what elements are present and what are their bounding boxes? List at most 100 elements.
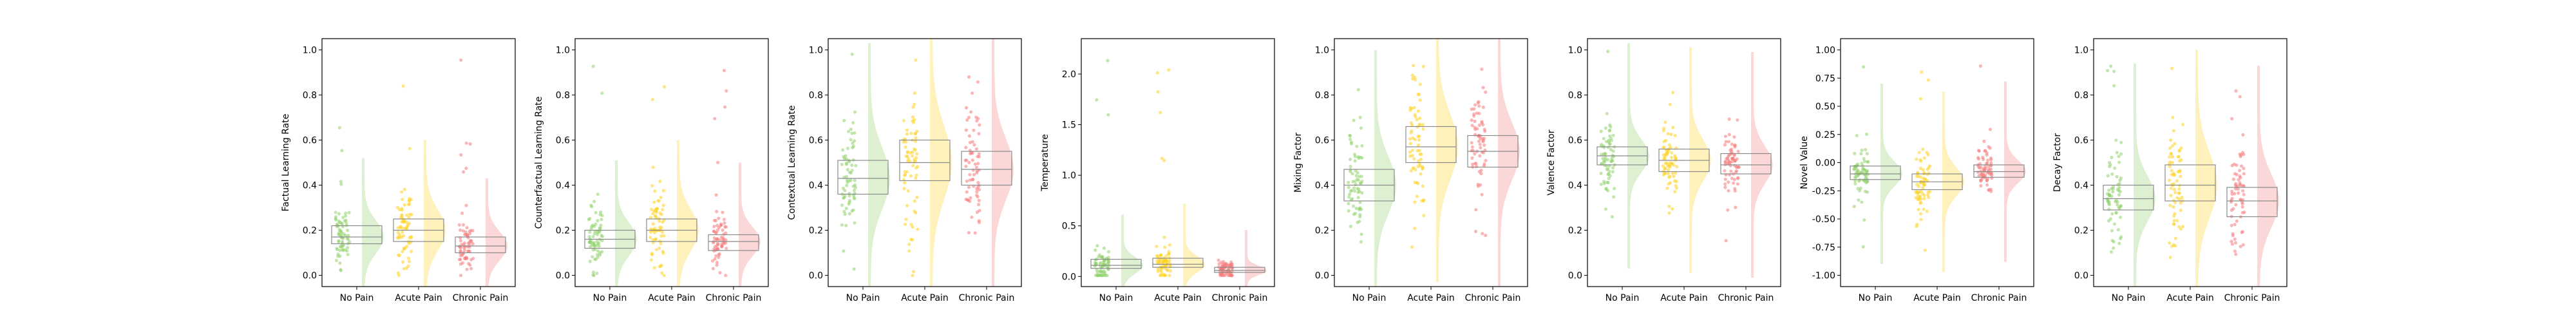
- data-point: [1101, 254, 1104, 258]
- data-point: [460, 211, 464, 215]
- data-point: [722, 68, 726, 73]
- data-point: [1478, 142, 1482, 146]
- data-point: [1673, 133, 1677, 138]
- data-point: [1667, 182, 1671, 186]
- data-point: [2240, 205, 2244, 209]
- box-no-pain: [1850, 166, 1901, 180]
- data-point: [1481, 86, 1485, 90]
- data-point: [1159, 274, 1163, 278]
- y-tick-label: 0.8: [1315, 91, 1329, 101]
- data-point: [1977, 149, 1981, 153]
- data-point: [1094, 261, 1098, 265]
- data-point: [1608, 123, 1612, 127]
- data-point: [1417, 122, 1421, 126]
- data-point: [1357, 187, 1361, 191]
- data-point: [1155, 71, 1159, 75]
- data-point: [1915, 157, 1918, 161]
- data-point: [1915, 174, 1918, 178]
- data-point: [1733, 159, 1737, 163]
- data-point: [844, 162, 848, 166]
- axes-frame: [1081, 38, 1275, 287]
- data-point: [850, 131, 854, 135]
- data-point: [1604, 126, 1607, 130]
- data-point: [1600, 144, 1604, 148]
- data-point: [965, 118, 969, 122]
- data-point: [1985, 151, 1989, 155]
- data-point: [650, 184, 654, 187]
- data-point: [1671, 126, 1675, 129]
- data-point: [591, 64, 595, 68]
- data-point: [975, 190, 979, 194]
- data-point: [1168, 269, 1173, 273]
- data-point: [1989, 128, 1993, 131]
- y-tick-label: 0.4: [303, 181, 317, 191]
- data-point: [1156, 90, 1160, 94]
- data-point: [2169, 194, 2173, 198]
- data-point: [851, 208, 855, 212]
- data-point: [1473, 126, 1477, 129]
- data-point: [1663, 120, 1667, 124]
- data-point: [652, 266, 657, 270]
- data-point: [339, 229, 343, 234]
- data-point: [2179, 158, 2183, 162]
- data-point: [459, 274, 463, 278]
- data-point: [911, 238, 914, 242]
- data-point: [840, 223, 844, 227]
- data-point: [1412, 157, 1416, 161]
- data-point: [2234, 203, 2238, 207]
- data-point: [336, 252, 340, 256]
- data-point: [1927, 195, 1931, 200]
- data-point: [1921, 168, 1925, 172]
- data-point: [1159, 254, 1162, 258]
- data-point: [600, 239, 604, 243]
- data-point: [965, 190, 969, 194]
- data-point: [972, 128, 976, 132]
- data-point: [1421, 166, 1425, 170]
- data-point: [1923, 249, 1927, 252]
- data-point: [596, 252, 600, 257]
- violin-no-pain: [1374, 50, 1396, 287]
- data-point: [1477, 139, 1481, 143]
- data-point: [911, 118, 914, 123]
- data-point: [1923, 183, 1927, 187]
- data-point: [2110, 194, 2114, 198]
- data-point: [1730, 156, 1735, 161]
- data-point: [399, 216, 403, 220]
- data-point: [1411, 136, 1415, 140]
- data-point: [965, 158, 969, 162]
- data-point: [659, 264, 663, 268]
- data-point: [1723, 182, 1727, 186]
- data-point: [1481, 232, 1484, 236]
- data-point: [1481, 123, 1485, 127]
- data-point: [968, 140, 972, 144]
- data-point: [653, 227, 657, 231]
- data-point: [714, 254, 718, 258]
- data-point: [340, 240, 345, 243]
- data-point: [340, 149, 344, 153]
- data-point: [344, 211, 348, 215]
- data-point: [346, 229, 350, 232]
- data-point: [903, 181, 907, 185]
- x-tick-label: Chronic Pain: [1971, 293, 2027, 303]
- data-point: [1920, 192, 1925, 196]
- data-point: [1164, 254, 1168, 258]
- data-point: [462, 170, 466, 174]
- data-point: [1918, 97, 1923, 100]
- data-point: [588, 216, 592, 221]
- data-point: [907, 157, 911, 161]
- box-chronic-pain: [455, 236, 506, 254]
- x-tick-label: Chronic Pain: [1465, 293, 1521, 303]
- data-point: [334, 258, 339, 262]
- data-point: [911, 150, 914, 154]
- y-axis-label: Factual Learning Rate: [281, 114, 291, 212]
- data-point: [1349, 137, 1352, 141]
- data-point: [461, 229, 466, 233]
- data-point: [397, 232, 402, 236]
- y-tick-label: 0.8: [1568, 91, 1582, 101]
- violin-acute-pain: [424, 140, 446, 287]
- data-point: [1734, 205, 1738, 209]
- data-point: [408, 236, 412, 240]
- data-point: [1736, 182, 1739, 186]
- data-point: [1606, 50, 1610, 53]
- data-point: [2108, 217, 2112, 221]
